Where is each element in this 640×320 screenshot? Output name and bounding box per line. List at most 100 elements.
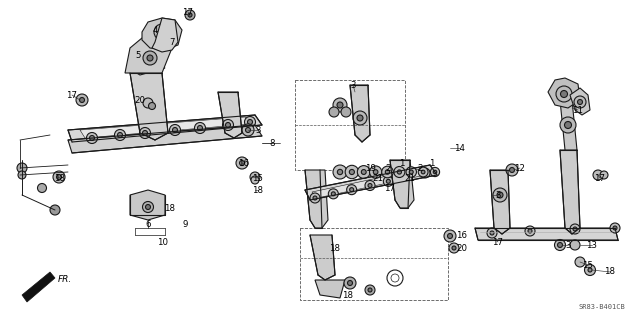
Circle shape <box>420 168 430 178</box>
Text: 2: 2 <box>417 164 423 172</box>
Circle shape <box>575 257 585 267</box>
Circle shape <box>154 24 170 40</box>
Polygon shape <box>68 125 262 153</box>
Circle shape <box>337 102 343 108</box>
Circle shape <box>525 226 535 236</box>
Text: 18: 18 <box>253 186 264 195</box>
Circle shape <box>198 125 202 131</box>
Circle shape <box>17 163 27 173</box>
Circle shape <box>564 122 572 129</box>
Circle shape <box>423 171 427 175</box>
Circle shape <box>584 265 595 276</box>
Circle shape <box>509 167 515 172</box>
Circle shape <box>365 180 375 190</box>
Text: 18: 18 <box>605 268 616 276</box>
Text: 14: 14 <box>454 143 465 153</box>
Circle shape <box>236 157 248 169</box>
Circle shape <box>159 28 166 36</box>
Text: 16: 16 <box>456 230 467 239</box>
Circle shape <box>557 243 563 247</box>
Circle shape <box>115 130 125 140</box>
Circle shape <box>86 132 97 143</box>
Circle shape <box>369 166 381 178</box>
Circle shape <box>349 188 354 192</box>
Text: 17: 17 <box>493 237 504 246</box>
Circle shape <box>385 170 390 174</box>
Circle shape <box>143 131 147 135</box>
Text: 16: 16 <box>239 158 250 167</box>
Circle shape <box>242 124 254 136</box>
Circle shape <box>353 111 367 125</box>
Circle shape <box>310 193 320 203</box>
Text: 10: 10 <box>157 237 168 246</box>
Circle shape <box>313 196 317 200</box>
Circle shape <box>610 223 620 233</box>
Circle shape <box>506 164 518 176</box>
Circle shape <box>490 231 494 235</box>
Circle shape <box>332 192 335 196</box>
Circle shape <box>433 170 436 174</box>
Circle shape <box>145 204 150 210</box>
Circle shape <box>593 170 603 180</box>
Circle shape <box>344 277 356 289</box>
Polygon shape <box>310 235 335 280</box>
Circle shape <box>444 230 456 242</box>
Text: 21: 21 <box>372 173 383 182</box>
Circle shape <box>561 91 568 98</box>
Polygon shape <box>130 190 165 220</box>
Circle shape <box>244 116 255 127</box>
Circle shape <box>143 202 154 212</box>
Circle shape <box>223 119 234 131</box>
Polygon shape <box>560 150 580 234</box>
Text: 19: 19 <box>365 164 376 172</box>
Circle shape <box>573 227 577 231</box>
Text: 18: 18 <box>342 291 353 300</box>
Text: 9: 9 <box>182 220 188 228</box>
Circle shape <box>143 51 157 65</box>
Text: 2: 2 <box>385 164 391 172</box>
Circle shape <box>570 240 580 250</box>
Text: 4: 4 <box>152 26 157 35</box>
Polygon shape <box>350 85 370 142</box>
Text: 20: 20 <box>456 244 467 252</box>
Circle shape <box>173 127 177 132</box>
Circle shape <box>421 170 425 174</box>
Polygon shape <box>218 92 242 138</box>
Circle shape <box>387 179 390 183</box>
Circle shape <box>118 132 122 138</box>
Circle shape <box>449 243 459 253</box>
Text: 13: 13 <box>586 241 598 250</box>
Circle shape <box>18 171 26 179</box>
Circle shape <box>251 176 259 184</box>
Circle shape <box>76 94 88 106</box>
Polygon shape <box>548 78 580 108</box>
Polygon shape <box>142 18 182 50</box>
Text: 1: 1 <box>429 158 435 167</box>
Circle shape <box>50 205 60 215</box>
Circle shape <box>170 124 180 135</box>
Circle shape <box>90 135 95 140</box>
Circle shape <box>497 192 503 198</box>
Text: 3: 3 <box>255 125 260 134</box>
Text: 15: 15 <box>253 173 264 182</box>
Polygon shape <box>490 170 510 234</box>
Text: 21: 21 <box>404 173 415 182</box>
Polygon shape <box>390 160 414 208</box>
Polygon shape <box>125 38 172 73</box>
Bar <box>295 80 405 170</box>
Circle shape <box>574 96 586 108</box>
Circle shape <box>554 239 566 251</box>
Circle shape <box>487 228 497 238</box>
Polygon shape <box>80 117 250 138</box>
Circle shape <box>383 176 394 186</box>
Circle shape <box>147 55 153 61</box>
Circle shape <box>447 234 452 238</box>
Circle shape <box>406 167 417 177</box>
Text: 15: 15 <box>582 260 593 269</box>
Circle shape <box>528 229 532 233</box>
Circle shape <box>362 170 366 174</box>
Circle shape <box>225 123 230 127</box>
Circle shape <box>397 170 401 174</box>
Circle shape <box>53 171 65 183</box>
Text: 6: 6 <box>145 220 151 228</box>
